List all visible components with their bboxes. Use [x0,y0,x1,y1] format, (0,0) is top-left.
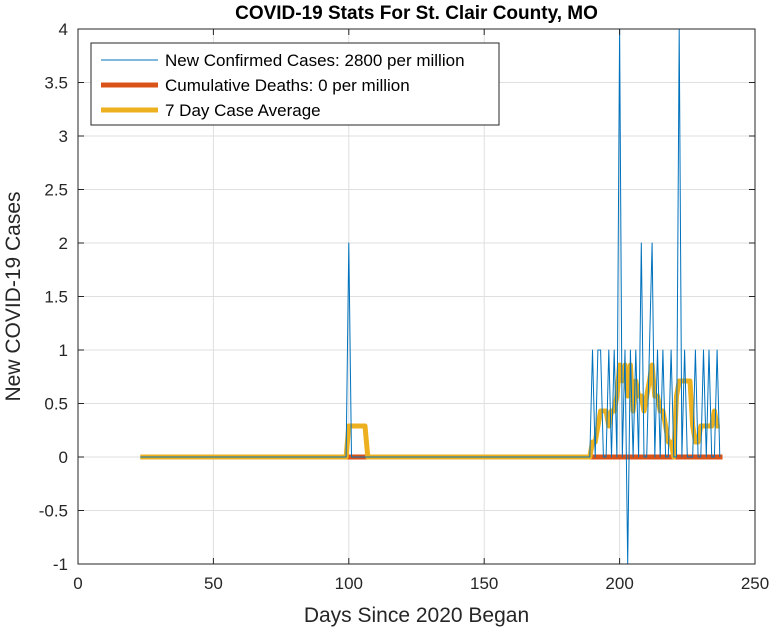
x-tick-label: 100 [335,574,363,593]
x-tick-label: 150 [470,574,498,593]
x-tick-label: 50 [204,574,223,593]
y-tick-label: 2.5 [44,181,68,200]
y-tick-label: 4 [59,20,68,39]
legend: New Confirmed Cases: 2800 per million Cum… [90,42,500,126]
y-tick-label: -1 [53,555,68,574]
legend-entry-1: Cumulative Deaths: 0 per million [165,76,410,95]
series-layer [140,28,723,565]
legend-entry-0: New Confirmed Cases: 2800 per million [165,51,465,70]
y-tick-label: 0.5 [44,395,68,414]
y-tick-label: 1 [59,341,68,360]
x-axis-label: Days Since 2020 Began [304,604,529,627]
y-tick-label: 1.5 [44,288,68,307]
series-line-0 [140,28,721,565]
x-tick-label: 0 [73,574,82,593]
x-tick-label: 200 [605,574,633,593]
y-axis-label: New COVID-19 Cases [2,191,25,401]
legend-box [90,42,500,126]
axis-ticks: 0 50 100 150 200 250 -1 -0.5 0 0.5 1 1.5 2 2.5 3 3.5 4 [39,20,769,593]
y-tick-label: 3.5 [44,74,68,93]
y-tick-label: 2 [59,234,68,253]
y-tick-label: -0.5 [39,502,68,521]
legend-entry-2: 7 Day Case Average [165,101,321,120]
y-tick-label: 3 [59,127,68,146]
y-tick-label: 0 [59,448,68,467]
chart-title: COVID-19 Stats For St. Clair County, MO [235,3,598,24]
x-tick-label: 250 [741,574,769,593]
